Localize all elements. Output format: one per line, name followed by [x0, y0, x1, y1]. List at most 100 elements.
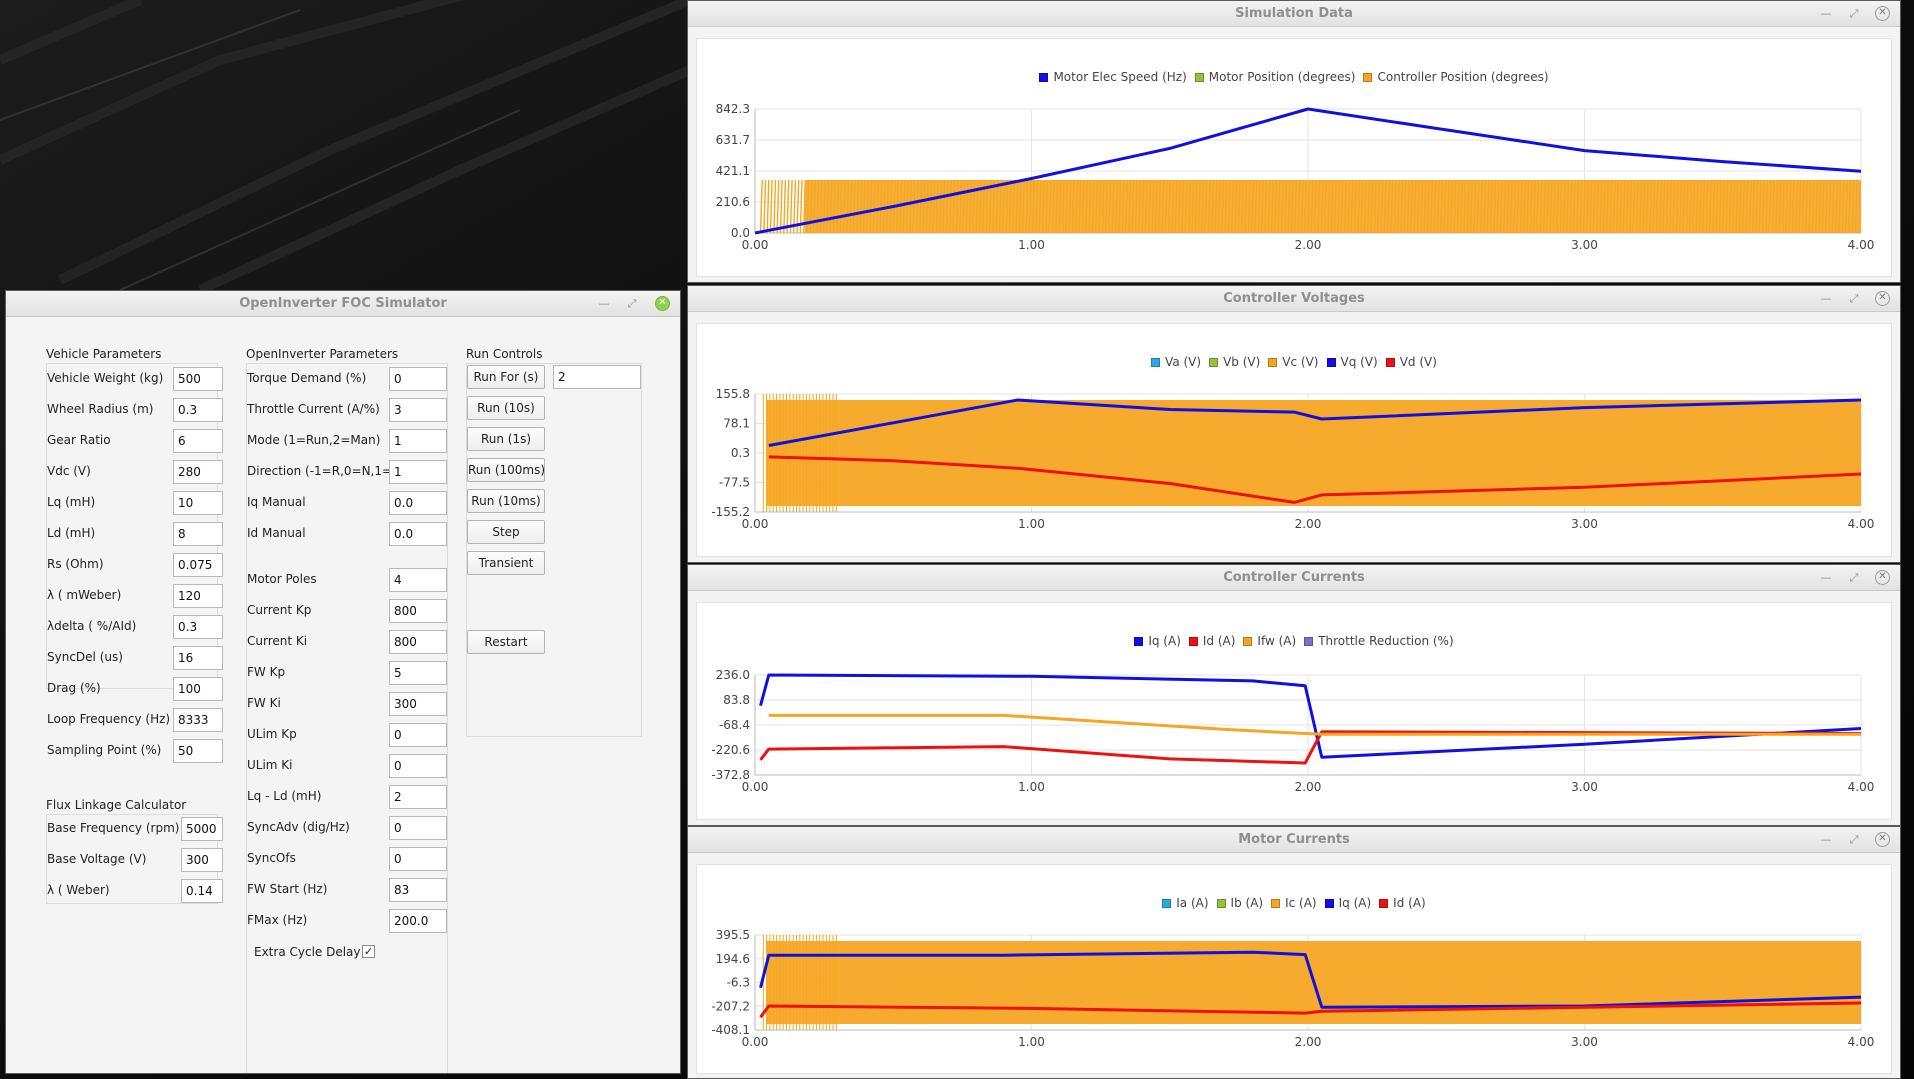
close-button[interactable]: ✕ — [655, 296, 670, 311]
close-button[interactable]: ✕ — [1875, 6, 1890, 21]
vehicle-input-vehicle-weight-kg[interactable]: 500 — [173, 367, 223, 391]
oi-row-syncofs: SyncOfs 0 — [247, 847, 447, 871]
legend-item[interactable]: Throttle Reduction (%) — [1304, 634, 1454, 648]
y-tick-label: 631.7 — [716, 133, 750, 147]
minimize-button[interactable]: — — [1820, 571, 1832, 584]
flux-linkage-title: Flux Linkage Calculator — [46, 798, 187, 812]
minimize-button[interactable]: — — [1820, 7, 1832, 20]
vehicle-input-lq-mh[interactable]: 10 — [173, 491, 223, 515]
vehicle-input-rs-ohm[interactable]: 0.075 — [173, 553, 223, 577]
oi-input-ulim-kp[interactable]: 0 — [389, 723, 447, 747]
oi-input-fw-start-hz[interactable]: 83 — [389, 878, 447, 902]
legend-item[interactable]: Motor Position (degrees) — [1194, 70, 1355, 84]
maximize-button[interactable]: ⤢ — [1849, 7, 1859, 20]
legend-swatch — [1385, 358, 1395, 367]
oi-input-direction-1-r-0-n-1-f[interactable]: 1 — [389, 460, 447, 484]
run-button-step[interactable]: Step — [467, 520, 545, 544]
vehicle-input-syncdel-us[interactable]: 16 — [173, 646, 223, 670]
legend-item[interactable]: Ic (A) — [1271, 896, 1317, 910]
oi-input-ulim-ki[interactable]: 0 — [389, 754, 447, 778]
run-button-transient[interactable]: Transient — [467, 551, 545, 575]
oi-input-lq-ld-mh[interactable]: 2 — [389, 785, 447, 809]
vehicle-input-loop-frequency-hz[interactable]: 8333 — [173, 708, 223, 732]
oi-input-id-manual[interactable]: 0.0 — [389, 522, 447, 546]
chart-legend: Ia (A) Ib (A) Ic (A) Iq (A) Id (A) — [688, 896, 1900, 910]
plot-titlebar[interactable]: Motor Currents — ⤢ ✕ — [688, 827, 1900, 853]
flux-input-weber[interactable]: 0.14 — [181, 879, 223, 903]
minimize-button[interactable]: — — [1820, 833, 1832, 846]
oi-input-torque-demand[interactable]: 0 — [389, 367, 447, 391]
legend-item[interactable]: Ifw (A) — [1243, 634, 1296, 648]
minimize-button[interactable]: — — [598, 297, 610, 310]
flux-input-base-voltage-v[interactable]: 300 — [181, 848, 223, 872]
legend-item[interactable]: Vq (V) — [1326, 355, 1378, 369]
legend-item[interactable]: Controller Position (degrees) — [1363, 70, 1549, 84]
run-for-input[interactable]: 2 — [553, 365, 641, 389]
plot-titlebar[interactable]: Simulation Data — ⤢ ✕ — [688, 1, 1900, 27]
legend-item[interactable]: Ia (A) — [1162, 896, 1209, 910]
legend-label: Id (A) — [1202, 634, 1236, 648]
vehicle-label-mweber: λ ( mWeber) — [47, 588, 122, 602]
legend-item[interactable]: Vc (V) — [1268, 355, 1319, 369]
maximize-button[interactable]: ⤢ — [1849, 292, 1859, 305]
legend-item[interactable]: Iq (A) — [1324, 896, 1371, 910]
oi-input-iq-manual[interactable]: 0.0 — [389, 491, 447, 515]
legend-item[interactable]: Id (A) — [1188, 634, 1236, 648]
flux-row-base-voltage-v: Base Voltage (V) 300 — [47, 848, 223, 872]
oi-input-syncofs[interactable]: 0 — [389, 847, 447, 871]
run-button-run-10s[interactable]: Run (10s) — [467, 396, 545, 420]
legend-item[interactable]: Va (V) — [1151, 355, 1201, 369]
oi-input-current-ki[interactable]: 800 — [389, 630, 447, 654]
x-tick-label: 4.00 — [1848, 238, 1875, 252]
plot-titlebar[interactable]: Controller Currents — ⤢ ✕ — [688, 565, 1900, 591]
vehicle-label-lq-mh: Lq (mH) — [47, 495, 96, 509]
vehicle-input-sampling-point[interactable]: 50 — [173, 739, 223, 763]
run-for-button[interactable]: Run For (s) — [467, 365, 545, 389]
simulator-titlebar[interactable]: OpenInverter FOC Simulator — ⤢ ✕ — [6, 291, 680, 317]
legend-label: Controller Position (degrees) — [1377, 70, 1549, 84]
y-tick-label: 194.6 — [716, 952, 750, 966]
extra-cycle-delay-checkbox[interactable]: ✓ — [362, 945, 375, 958]
chart-svg: 395.5 194.6 -6.3 -207.2 -408.10.00 1.00 2.00 3.… — [711, 928, 1874, 1049]
vehicle-input-vdc-v[interactable]: 280 — [173, 460, 223, 484]
run-button-run-100ms[interactable]: Run (100ms) — [467, 458, 545, 482]
oi-input-mode-1-run-2-man[interactable]: 1 — [389, 429, 447, 453]
run-button-run-1s[interactable]: Run (1s) — [467, 427, 545, 451]
vehicle-input-ld-mh[interactable]: 8 — [173, 522, 223, 546]
legend-item[interactable]: Vb (V) — [1209, 355, 1260, 369]
restart-button[interactable]: Restart — [467, 630, 545, 654]
close-button[interactable]: ✕ — [1875, 291, 1890, 306]
legend-item[interactable]: Ib (A) — [1216, 896, 1263, 910]
close-button[interactable]: ✕ — [1875, 570, 1890, 585]
plot-titlebar[interactable]: Controller Voltages — ⤢ ✕ — [688, 286, 1900, 312]
oi-input-syncadv-dig-hz[interactable]: 0 — [389, 816, 447, 840]
y-tick-label: 395.5 — [716, 928, 750, 942]
minimize-button[interactable]: — — [1820, 292, 1832, 305]
oi-input-motor-poles[interactable]: 4 — [389, 568, 447, 592]
close-button[interactable]: ✕ — [1875, 832, 1890, 847]
oi-input-fw-kp[interactable]: 5 — [389, 661, 447, 685]
oi-label-lq-ld-mh: Lq - Ld (mH) — [247, 789, 322, 803]
plot-title: Controller Currents — [1223, 570, 1365, 585]
vehicle-input-wheel-radius-m[interactable]: 0.3 — [173, 398, 223, 422]
oi-input-fmax-hz[interactable]: 200.0 — [389, 909, 447, 933]
legend-item[interactable]: Vd (V) — [1385, 355, 1437, 369]
legend-item[interactable]: Id (A) — [1379, 896, 1426, 910]
legend-item[interactable]: Iq (A) — [1134, 634, 1181, 648]
maximize-button[interactable]: ⤢ — [1849, 833, 1859, 846]
vehicle-input-mweber[interactable]: 120 — [173, 584, 223, 608]
oi-input-throttle-current-a[interactable]: 3 — [389, 398, 447, 422]
vehicle-input-gear-ratio[interactable]: 6 — [173, 429, 223, 453]
series-sawtooth — [759, 179, 1862, 234]
run-button-run-10ms[interactable]: Run (10ms) — [467, 489, 545, 513]
maximize-button[interactable]: ⤢ — [1849, 571, 1859, 584]
oi-input-fw-ki[interactable]: 300 — [389, 692, 447, 716]
oi-input-current-kp[interactable]: 800 — [389, 599, 447, 623]
chart-legend: Iq (A) Id (A) Ifw (A) Throttle Reduction (%… — [688, 634, 1900, 648]
flux-input-base-frequency-rpm[interactable]: 5000 — [181, 817, 223, 841]
plot-area — [696, 38, 1892, 277]
vehicle-input-delta-aid[interactable]: 0.3 — [173, 615, 223, 639]
legend-item[interactable]: Motor Elec Speed (Hz) — [1039, 70, 1187, 84]
maximize-button[interactable]: ⤢ — [627, 297, 637, 310]
vehicle-input-drag[interactable]: 100 — [173, 677, 223, 701]
